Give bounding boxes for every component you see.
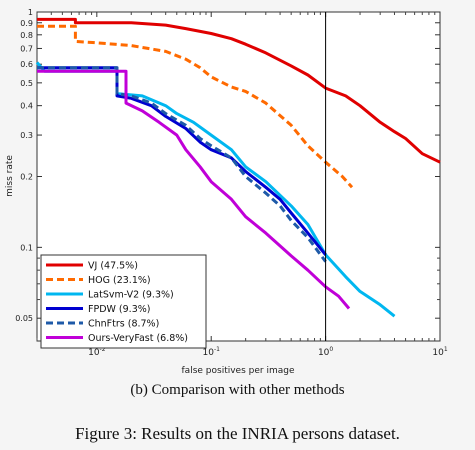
y-tick-label: 0.6 <box>20 60 33 69</box>
figure-caption: Figure 3: Results on the INRIA persons d… <box>75 424 400 443</box>
y-tick-label: 0.2 <box>20 173 33 182</box>
x-tick-label: 10-2 <box>88 346 106 358</box>
x-tick-label: 10-1 <box>202 346 220 358</box>
series-line-1 <box>37 24 354 189</box>
x-tick-label: 100 <box>318 346 333 358</box>
legend-label: VJ (47.5%) <box>88 261 138 272</box>
legend-label: FPDW (9.3%) <box>88 304 150 315</box>
y-tick-label: 0.7 <box>20 44 33 53</box>
legend-label: HOG (23.1%) <box>88 275 151 286</box>
legend-box <box>40 254 207 349</box>
series-line-3 <box>37 66 327 256</box>
y-tick-label: 0.8 <box>20 31 33 40</box>
series-line-0 <box>37 17 441 164</box>
y-tick-label: 0.1 <box>20 243 33 252</box>
y-tick-label: 0.05 <box>15 314 33 323</box>
legend-label: Ours-VeryFast (6.8%) <box>88 333 188 344</box>
y-tick-label: 0.5 <box>20 79 33 88</box>
y-tick-label: 0.3 <box>20 131 33 140</box>
x-tick-label: 101 <box>432 346 447 358</box>
series-line-5 <box>37 69 351 310</box>
roc-chart: 10-2 10-1 100 101 0.05 0.1 0.2 0.3 0.4 0.5 0.6 0.7 0… <box>5 8 448 376</box>
y-axis-label: miss rate <box>5 155 15 197</box>
subfigure-caption: (b) Comparison with other methods <box>130 382 345 398</box>
y-tick-label: 1 <box>28 8 33 17</box>
y-tick-label: 0.9 <box>20 19 33 28</box>
series-lines <box>35 17 441 318</box>
axis-ticks: 10-2 10-1 100 101 0.05 0.1 0.2 0.3 0.4 0.5 0.6 0.7 0… <box>15 8 448 358</box>
x-axis-label: false positives per image <box>182 366 295 376</box>
y-tick-label: 0.4 <box>20 102 33 111</box>
legend-label: ChnFtrs (8.7%) <box>88 319 159 330</box>
legend-label: LatSvm-V2 (9.3%) <box>88 290 174 301</box>
series-line-4 <box>37 66 327 263</box>
legend: VJ (47.5%) HOG (23.1%) LatSvm-V2 (9.3%) FPD… <box>40 254 207 349</box>
